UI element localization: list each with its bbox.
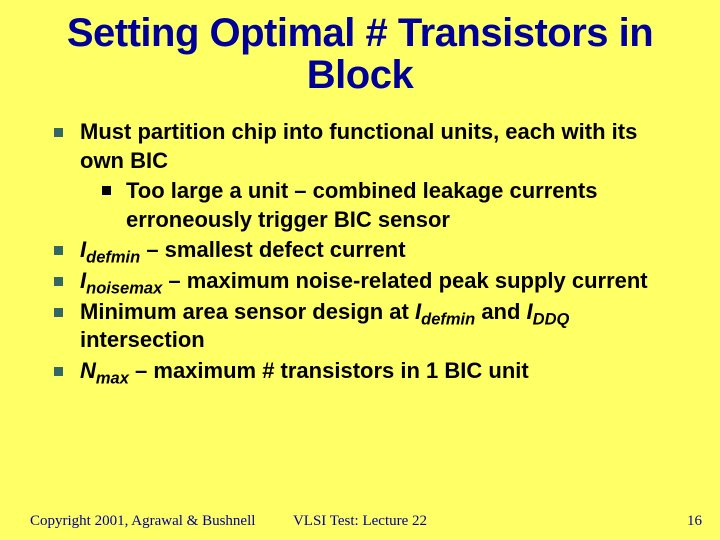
bullet-item: Minimum area sensor design at Idefmin an…: [48, 298, 680, 355]
footer-lecture: VLSI Test: Lecture 22: [293, 513, 427, 530]
bullet-list: Must partition chip into functional unit…: [40, 118, 680, 385]
bullet-item: Idefmin – smallest defect current: [48, 236, 680, 265]
bullet-text: Idefmin – smallest defect current: [80, 237, 406, 262]
footer-copyright: Copyright 2001, Agrawal & Bushnell: [30, 513, 255, 530]
bullet-text: Minimum area sensor design at Idefmin an…: [80, 299, 569, 353]
bullet-text: Inoisemax – maximum noise-related peak s…: [80, 268, 648, 293]
bullet-item: Inoisemax – maximum noise-related peak s…: [48, 267, 680, 296]
bullet-text: Must partition chip into functional unit…: [80, 119, 637, 173]
slide-title: Setting Optimal # Transistors in Block: [40, 12, 680, 96]
sub-list: Too large a unit – combined leakage curr…: [80, 177, 680, 234]
footer: Copyright 2001, Agrawal & Bushnell VLSI …: [0, 513, 720, 530]
footer-page-number: 16: [687, 513, 702, 530]
bullet-item: Nmax – maximum # transistors in 1 BIC un…: [48, 357, 680, 386]
bullet-item: Must partition chip into functional unit…: [48, 118, 680, 234]
bullet-text: Nmax – maximum # transistors in 1 BIC un…: [80, 358, 529, 383]
slide: Setting Optimal # Transistors in Block M…: [0, 0, 720, 540]
sub-text: Too large a unit – combined leakage curr…: [126, 178, 598, 232]
sub-item: Too large a unit – combined leakage curr…: [100, 177, 680, 234]
